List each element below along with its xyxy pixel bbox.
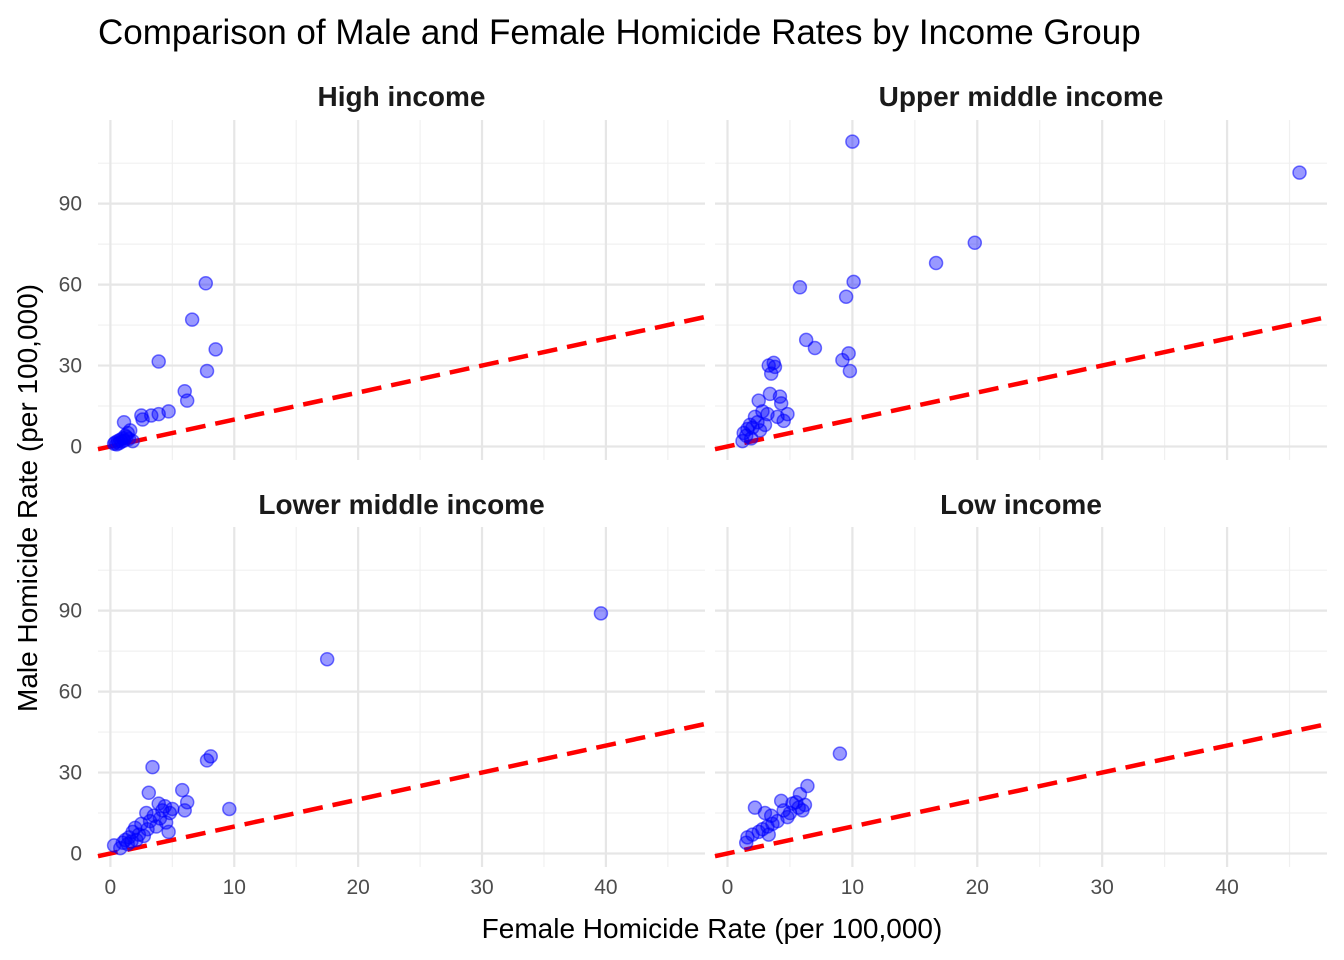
minor-gridlines	[98, 527, 705, 867]
y-axis-ticks-top-row: 0 30 60 90	[59, 193, 82, 459]
facet-panel: Lower middle income	[97, 489, 706, 867]
y-tick-label: 60	[59, 274, 82, 297]
minor-gridlines	[98, 120, 705, 460]
data-point	[807, 340, 823, 356]
data-point	[743, 431, 759, 446]
x-axis-ticks-right-column: 0 10 20 30 40	[722, 876, 1239, 899]
data-point	[198, 276, 214, 291]
data-point	[846, 274, 861, 290]
x-tick-label: 0	[722, 876, 734, 899]
data-point	[842, 363, 858, 379]
y-tick-label: 0	[70, 436, 82, 459]
data-point	[203, 749, 218, 764]
data-point	[116, 414, 132, 430]
major-gridlines	[715, 527, 1327, 867]
x-axis-label: Female Homicide Rate (per 100,000)	[482, 913, 943, 944]
x-tick-label: 20	[966, 876, 989, 899]
x-tick-label: 30	[470, 876, 493, 899]
y-tick-label: 30	[59, 762, 82, 785]
data-point	[145, 759, 160, 775]
x-tick-label: 40	[594, 876, 617, 899]
x-tick-label: 10	[223, 876, 246, 899]
reference-line	[714, 314, 1328, 452]
data-point	[773, 396, 789, 411]
data-points	[735, 134, 1307, 449]
reference-line	[97, 721, 706, 859]
data-point	[832, 746, 848, 761]
facet-panels: High income Upper middle income Lower midd…	[97, 81, 1328, 867]
reference-line	[714, 721, 1328, 859]
facet-title: Low income	[940, 489, 1102, 520]
data-point	[757, 417, 773, 433]
data-point	[838, 289, 854, 304]
y-tick-label: 60	[59, 681, 82, 704]
data-point	[151, 354, 166, 369]
data-point	[845, 134, 860, 149]
data-point	[177, 803, 192, 818]
data-point	[161, 824, 176, 840]
data-point	[798, 332, 814, 348]
major-gridlines	[98, 527, 705, 867]
data-points	[106, 606, 609, 856]
data-point	[761, 827, 776, 842]
data-point	[751, 393, 766, 408]
data-point	[135, 412, 150, 427]
y-tick-label: 0	[70, 843, 82, 866]
x-axis-ticks-left-column: 0 10 20 30 40	[105, 876, 618, 899]
y-tick-label: 90	[59, 600, 82, 623]
data-point	[763, 366, 779, 381]
data-point	[800, 778, 815, 794]
x-tick-label: 30	[1091, 876, 1114, 899]
reference-line	[97, 314, 706, 452]
data-point	[1292, 165, 1307, 180]
data-point	[179, 393, 195, 408]
data-point	[199, 363, 215, 379]
facet-title: Lower middle income	[258, 489, 544, 520]
data-point	[174, 782, 190, 798]
data-points	[738, 746, 848, 850]
data-point	[928, 255, 944, 271]
major-gridlines	[98, 120, 705, 460]
data-point	[222, 801, 237, 817]
data-point	[752, 423, 768, 438]
major-gridlines	[715, 120, 1327, 460]
data-point	[767, 359, 783, 375]
data-point	[141, 785, 157, 801]
minor-gridlines	[715, 527, 1327, 867]
data-point	[841, 346, 856, 361]
facet-panel: Upper middle income	[714, 81, 1328, 460]
facet-title: High income	[317, 81, 485, 112]
x-tick-label: 40	[1215, 876, 1238, 899]
data-point	[792, 280, 808, 295]
x-tick-label: 10	[841, 876, 864, 899]
data-point	[136, 828, 152, 844]
x-tick-label: 20	[346, 876, 369, 899]
data-point	[184, 312, 200, 327]
data-point	[165, 801, 180, 817]
data-point	[139, 805, 154, 821]
data-point	[967, 235, 983, 251]
y-axis-label: Male Homicide Rate (per 100,000)	[12, 284, 43, 712]
y-tick-label: 90	[59, 193, 82, 216]
chart-title: Comparison of Male and Female Homicide R…	[98, 13, 1141, 52]
facet-panel: High income	[97, 81, 706, 460]
data-point	[140, 821, 155, 837]
data-point	[179, 794, 195, 810]
facet-title: Upper middle income	[879, 81, 1164, 112]
facet-panel: Low income	[714, 489, 1328, 867]
data-point	[593, 606, 609, 621]
data-point	[125, 433, 140, 449]
data-point	[161, 404, 176, 419]
y-tick-label: 30	[59, 355, 82, 378]
data-point	[776, 413, 791, 429]
data-point	[208, 342, 223, 357]
y-axis-ticks-bottom-row: 0 30 60 90	[59, 600, 82, 866]
data-points	[106, 276, 223, 452]
minor-gridlines	[715, 120, 1327, 460]
data-point	[780, 406, 795, 422]
data-point	[797, 797, 813, 813]
x-tick-label: 0	[105, 876, 117, 899]
data-point	[319, 651, 335, 667]
